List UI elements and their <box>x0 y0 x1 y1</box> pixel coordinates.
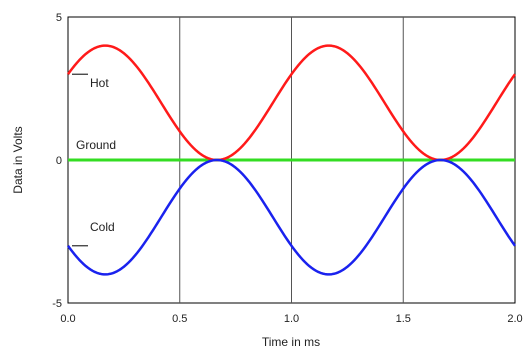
x-tick-label-1: 0.5 <box>172 313 187 325</box>
annotation-hot: Hot <box>90 76 109 90</box>
annotation-tick-marks <box>72 73 88 247</box>
x-axis-ticks: 0.0 0.5 1.0 1.5 2.0 <box>60 313 522 325</box>
annotation-cold: Cold <box>90 220 115 234</box>
series-line-cold <box>66 158 517 276</box>
y-tick-label-2: -5 <box>52 298 62 310</box>
x-tick-label-2: 1.0 <box>284 313 299 325</box>
x-axis-title: Time in ms <box>262 335 320 349</box>
y-axis-title: Data in Volts <box>11 126 25 193</box>
x-tick-label-3: 1.5 <box>396 313 411 325</box>
y-tick-label-0: 5 <box>56 12 62 24</box>
annotation-ground: Ground <box>76 138 116 152</box>
series-layer <box>66 44 517 276</box>
y-tick-label-1: 0 <box>56 155 62 167</box>
x-tick-label-0: 0.0 <box>60 313 75 325</box>
x-tick-label-4: 2.0 <box>507 313 522 325</box>
